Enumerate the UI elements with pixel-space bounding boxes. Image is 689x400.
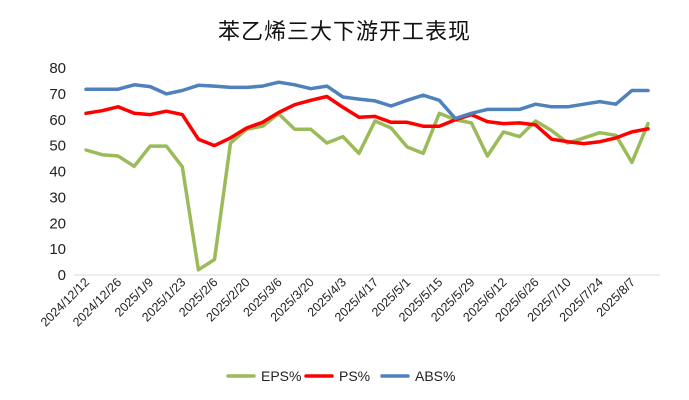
y-tick-label: 0 [58, 267, 66, 284]
y-tick-label: 50 [49, 138, 66, 155]
chart-title: 苯乙烯三大下游开工表现 [217, 20, 471, 45]
series-layer [84, 80, 650, 272]
series-line-abs [84, 80, 650, 121]
legend-label-abs: ABS% [415, 368, 455, 384]
legend-label-ps: PS% [339, 368, 370, 384]
legend-label-eps: EPS% [261, 368, 301, 384]
y-tick-label: 30 [49, 189, 66, 206]
y-tick-label: 20 [49, 215, 66, 232]
legend: EPS% PS% ABS% [226, 368, 455, 384]
series-line-ps [84, 94, 650, 148]
axis-layer: 010203040506070802024/12/122024/12/26202… [38, 60, 660, 329]
y-tick-label: 70 [49, 86, 66, 103]
y-tick-label: 60 [49, 112, 66, 129]
y-tick-label: 80 [49, 60, 66, 77]
y-tick-label: 10 [49, 241, 66, 258]
y-tick-label: 40 [49, 164, 66, 181]
series-line-eps [84, 111, 650, 272]
